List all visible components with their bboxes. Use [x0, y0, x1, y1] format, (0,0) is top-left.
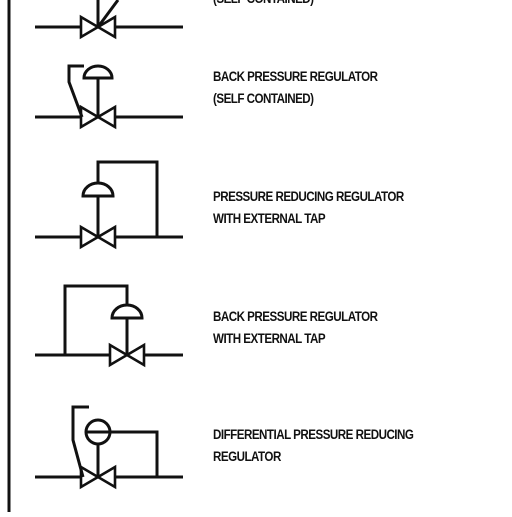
external-tap-line: [96, 160, 159, 237]
label-line-2: (SELF CONTAINED): [213, 0, 314, 10]
external-tap-line: [63, 284, 129, 355]
sensing-line: [96, 0, 120, 28]
diaphragm-actuator-icon: [82, 64, 114, 80]
symbol-back-pressure-regulator-self-contained: [35, 64, 183, 130]
label-line-1: DIFFERENTIAL PRESSURE REDUCING: [213, 427, 414, 442]
symbol-pressure-reducing-regulator-external-tap: [35, 160, 183, 250]
label-line-1: BACK PRESSURE REGULATOR: [213, 309, 378, 324]
label-line-2: WITH EXTERNAL TAP: [213, 211, 326, 226]
label-pressure-reducing-regulator-external-tap: PRESSURE REDUCING REGULATOR WITH EXTERNA…: [213, 186, 404, 230]
sensing-line: [67, 64, 84, 118]
label-differential-pressure-reducing-regulator: DIFFERENTIAL PRESSURE REDUCING REGULATOR: [213, 424, 414, 468]
label-line-1: BACK PRESSURE REGULATOR: [213, 69, 378, 84]
symbol-differential-pressure-reducing-regulator: [35, 405, 183, 490]
label-line-2: REGULATOR: [213, 449, 281, 464]
sensing-line-low: [110, 430, 159, 477]
symbol-back-pressure-regulator-external-tap: [35, 284, 183, 368]
diaphragm-actuator-icon: [110, 303, 144, 320]
sensing-line-high: [71, 405, 89, 478]
label-line-1: PRESSURE REDUCING REGULATOR: [213, 189, 404, 204]
label-line-2: WITH EXTERNAL TAP: [213, 331, 326, 346]
symbol-self-contained-regulator-top: [35, 0, 183, 40]
label-back-pressure-regulator-external-tap: BACK PRESSURE REGULATOR WITH EXTERNAL TA…: [213, 306, 378, 350]
diaphragm-actuator-icon: [81, 181, 115, 198]
label-line-2: (SELF CONTAINED): [213, 91, 314, 106]
label-back-pressure-regulator-self-contained: BACK PRESSURE REGULATOR (SELF CONTAINED): [213, 66, 378, 110]
label-self-contained-regulator-top: (SELF CONTAINED): [213, 0, 314, 10]
